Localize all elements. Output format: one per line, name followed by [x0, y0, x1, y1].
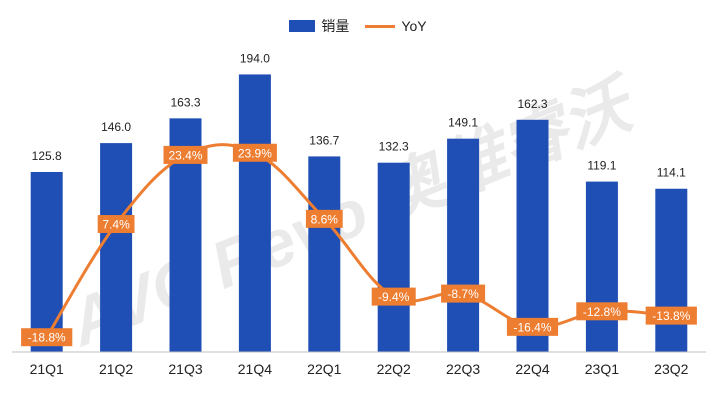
bar-value-label-23Q2: 114.1 — [657, 166, 686, 180]
bar-22Q3 — [447, 138, 480, 352]
yoy-label-22Q1: 8.6% — [305, 209, 343, 228]
yoy-label-box-21Q3 — [163, 145, 208, 164]
category-label-22Q4: 22Q4 — [515, 361, 549, 377]
category-label-23Q2: 23Q2 — [654, 361, 688, 377]
watermark: AVC Revo 奥维睿沃 — [57, 64, 648, 360]
legend-item-line: YoY — [365, 18, 427, 34]
yoy-label-box-23Q1 — [576, 302, 628, 321]
yoy-label-box-21Q1 — [21, 328, 73, 347]
bar-22Q2 — [377, 162, 410, 352]
bar-22Q1 — [308, 156, 341, 352]
yoy-label-23Q2: -13.8% — [645, 306, 697, 325]
category-label-22Q3: 22Q3 — [446, 361, 480, 377]
legend-bar-label: 销量 — [321, 18, 350, 34]
yoy-label-text-21Q3: 23.4% — [168, 148, 202, 162]
yoy-label-23Q1: -12.8% — [576, 302, 628, 321]
legend-line-label: YoY — [401, 18, 427, 34]
bar-value-label-23Q1: 119.1 — [587, 159, 616, 173]
yoy-label-21Q3: 23.4% — [163, 145, 208, 164]
yoy-label-box-21Q2 — [97, 215, 135, 234]
yoy-label-box-22Q1 — [305, 209, 343, 228]
yoy-label-box-22Q3 — [441, 284, 486, 303]
legend: 销量 YoY — [0, 14, 716, 38]
yoy-label-text-22Q4: -16.4% — [513, 320, 551, 334]
category-label-21Q4: 21Q4 — [238, 361, 272, 377]
bar-value-label-21Q4: 194.0 — [240, 51, 270, 65]
category-label-21Q1: 21Q1 — [30, 361, 64, 377]
yoy-labels: -18.8% 7.4% 23.4% 23.9% 8.6% -9.4% -8.7% -16.4%… — [21, 143, 697, 347]
bar-value-labels: 125.8 146.0 163.3 194.0 136.7 132.3 149.1 162.3… — [32, 51, 687, 179]
category-label-23Q1: 23Q1 — [585, 361, 619, 377]
yoy-label-text-21Q1: -18.8% — [28, 331, 66, 345]
legend-line-swatch — [365, 24, 396, 28]
bar-value-label-22Q3: 149.1 — [448, 116, 478, 130]
yoy-label-box-23Q2 — [645, 306, 697, 325]
bar-21Q1 — [30, 172, 63, 352]
yoy-label-21Q1: -18.8% — [21, 328, 73, 347]
legend-bar-swatch — [289, 20, 316, 32]
bar-21Q4 — [238, 74, 271, 352]
yoy-label-text-22Q2: -9.4% — [378, 290, 410, 304]
yoy-label-text-23Q2: -13.8% — [652, 309, 690, 323]
bar-value-label-21Q3: 163.3 — [170, 95, 200, 109]
yoy-label-text-21Q2: 7.4% — [102, 218, 130, 232]
yoy-label-text-21Q4: 23.9% — [238, 146, 272, 160]
bar-23Q1 — [585, 181, 618, 352]
bar-value-label-22Q1: 136.7 — [309, 133, 339, 147]
category-label-22Q2: 22Q2 — [377, 361, 411, 377]
category-label-21Q3: 21Q3 — [168, 361, 202, 377]
yoy-label-text-22Q3: -8.7% — [447, 287, 479, 301]
yoy-label-box-21Q4 — [232, 143, 277, 162]
category-axis: 21Q1 21Q2 21Q3 21Q4 22Q1 22Q2 22Q3 22Q4 23Q1 23Q2 — [30, 361, 689, 377]
yoy-label-22Q4: -16.4% — [506, 317, 559, 336]
bar-value-label-22Q4: 162.3 — [517, 97, 547, 111]
category-label-22Q1: 22Q1 — [307, 361, 341, 377]
yoy-label-text-22Q1: 8.6% — [311, 212, 339, 226]
bar-22Q4 — [516, 119, 549, 352]
yoy-label-box-22Q2 — [371, 287, 416, 306]
bar-23Q2 — [655, 188, 688, 352]
bar-21Q2 — [100, 143, 133, 352]
bar-value-label-21Q1: 125.8 — [32, 149, 62, 163]
yoy-label-22Q3: -8.7% — [441, 284, 486, 303]
yoy-label-box-22Q4 — [506, 317, 559, 336]
yoy-label-22Q2: -9.4% — [371, 287, 416, 306]
yoy-label-21Q4: 23.9% — [232, 143, 277, 162]
yoy-label-text-23Q1: -12.8% — [583, 305, 621, 319]
bar-value-label-21Q2: 146.0 — [101, 120, 131, 134]
legend-item-bar: 销量 — [289, 16, 349, 36]
category-label-21Q2: 21Q2 — [99, 361, 133, 377]
bar-value-label-22Q2: 132.3 — [379, 140, 409, 154]
yoy-label-21Q2: 7.4% — [97, 215, 135, 234]
